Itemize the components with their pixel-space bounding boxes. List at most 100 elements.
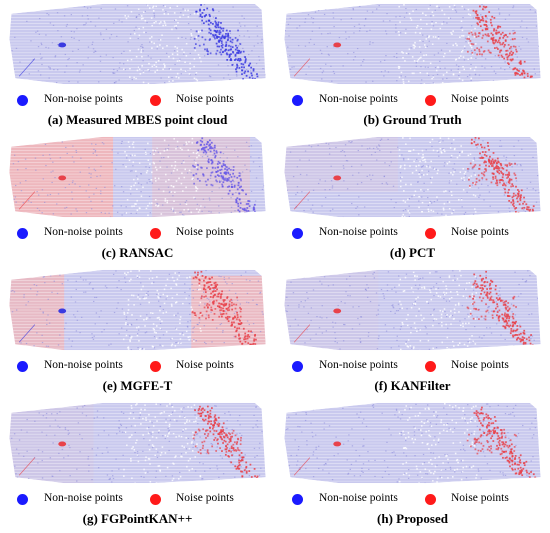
speckle — [445, 424, 448, 426]
speckle — [416, 24, 419, 27]
speckle — [312, 189, 315, 191]
speckle — [142, 50, 144, 52]
speckle — [146, 182, 148, 184]
speckle — [328, 425, 331, 427]
speckle — [478, 196, 480, 198]
speckle — [218, 179, 221, 182]
speckle — [54, 55, 57, 57]
speckle — [9, 298, 11, 300]
speckle — [51, 291, 53, 293]
speckle — [519, 68, 521, 70]
speckle — [143, 438, 145, 440]
speckle — [253, 79, 255, 82]
speckle — [179, 475, 182, 478]
speckle — [482, 451, 485, 453]
speckle — [408, 205, 410, 207]
speckle — [454, 311, 456, 314]
speckle — [136, 16, 138, 18]
speckle — [429, 289, 431, 291]
speckle — [516, 164, 518, 166]
speckle — [474, 275, 477, 278]
speckle — [112, 205, 114, 207]
speckle — [430, 288, 432, 290]
speckle — [497, 404, 500, 407]
speckle — [249, 280, 251, 282]
speckle — [163, 66, 166, 69]
speckle — [394, 454, 397, 456]
speckle — [207, 414, 209, 416]
speckle — [319, 49, 322, 51]
speckle — [137, 294, 140, 296]
speckle — [190, 172, 192, 174]
speckle — [468, 168, 470, 170]
speckle — [385, 33, 388, 35]
speckle — [199, 350, 202, 351]
speckle — [410, 327, 412, 329]
speckle — [143, 31, 145, 34]
speckle — [208, 210, 210, 212]
speckle — [428, 448, 430, 450]
speckle — [97, 467, 100, 469]
speckle — [165, 180, 167, 183]
speckle — [247, 213, 250, 215]
speckle — [93, 51, 95, 53]
speckle — [420, 79, 423, 81]
speckle — [462, 179, 464, 181]
speckle — [15, 309, 18, 311]
speckle — [35, 284, 38, 287]
speckle — [322, 70, 325, 72]
speckle — [144, 472, 147, 474]
speckle — [88, 470, 90, 472]
speckle — [138, 329, 140, 331]
speckle — [91, 43, 93, 46]
speckle — [152, 5, 155, 8]
speckle — [190, 33, 193, 35]
speckle — [153, 64, 156, 66]
speckle — [444, 402, 446, 405]
speckle — [433, 414, 435, 417]
speckle — [233, 181, 235, 183]
speckle — [403, 167, 406, 170]
speckle — [437, 66, 439, 68]
speckle — [182, 160, 185, 162]
speckle — [76, 407, 78, 409]
speckle — [387, 71, 390, 73]
speckle — [83, 6, 86, 8]
speckle — [351, 428, 353, 430]
speckle — [451, 419, 454, 422]
speckle — [480, 155, 483, 157]
speckle — [265, 22, 266, 24]
speckle — [144, 148, 146, 150]
speckle — [163, 63, 165, 65]
speckle — [191, 178, 193, 180]
line-mark — [18, 191, 36, 210]
speckle — [136, 209, 139, 212]
speckle — [303, 209, 305, 212]
speckle — [311, 30, 314, 32]
speckle — [421, 476, 423, 479]
speckle — [185, 186, 187, 189]
speckle — [169, 68, 172, 71]
speckle — [127, 271, 129, 274]
speckle — [217, 64, 220, 66]
speckle — [22, 482, 24, 484]
speckle — [53, 280, 55, 282]
speckle — [148, 444, 150, 446]
speckle — [529, 9, 532, 11]
speckle — [433, 201, 436, 203]
speckle — [96, 175, 98, 178]
speckle — [458, 151, 461, 153]
speckle — [159, 59, 162, 61]
speckle — [200, 330, 202, 332]
speckle — [383, 59, 386, 61]
speckle — [407, 158, 410, 161]
speckle — [130, 323, 132, 325]
speckle — [422, 156, 425, 158]
speckle — [260, 42, 263, 44]
speckle — [161, 446, 164, 448]
speckle — [401, 215, 404, 218]
speckle — [307, 14, 310, 16]
speckle — [224, 281, 227, 283]
speckle — [171, 276, 174, 279]
speckle — [472, 17, 475, 19]
